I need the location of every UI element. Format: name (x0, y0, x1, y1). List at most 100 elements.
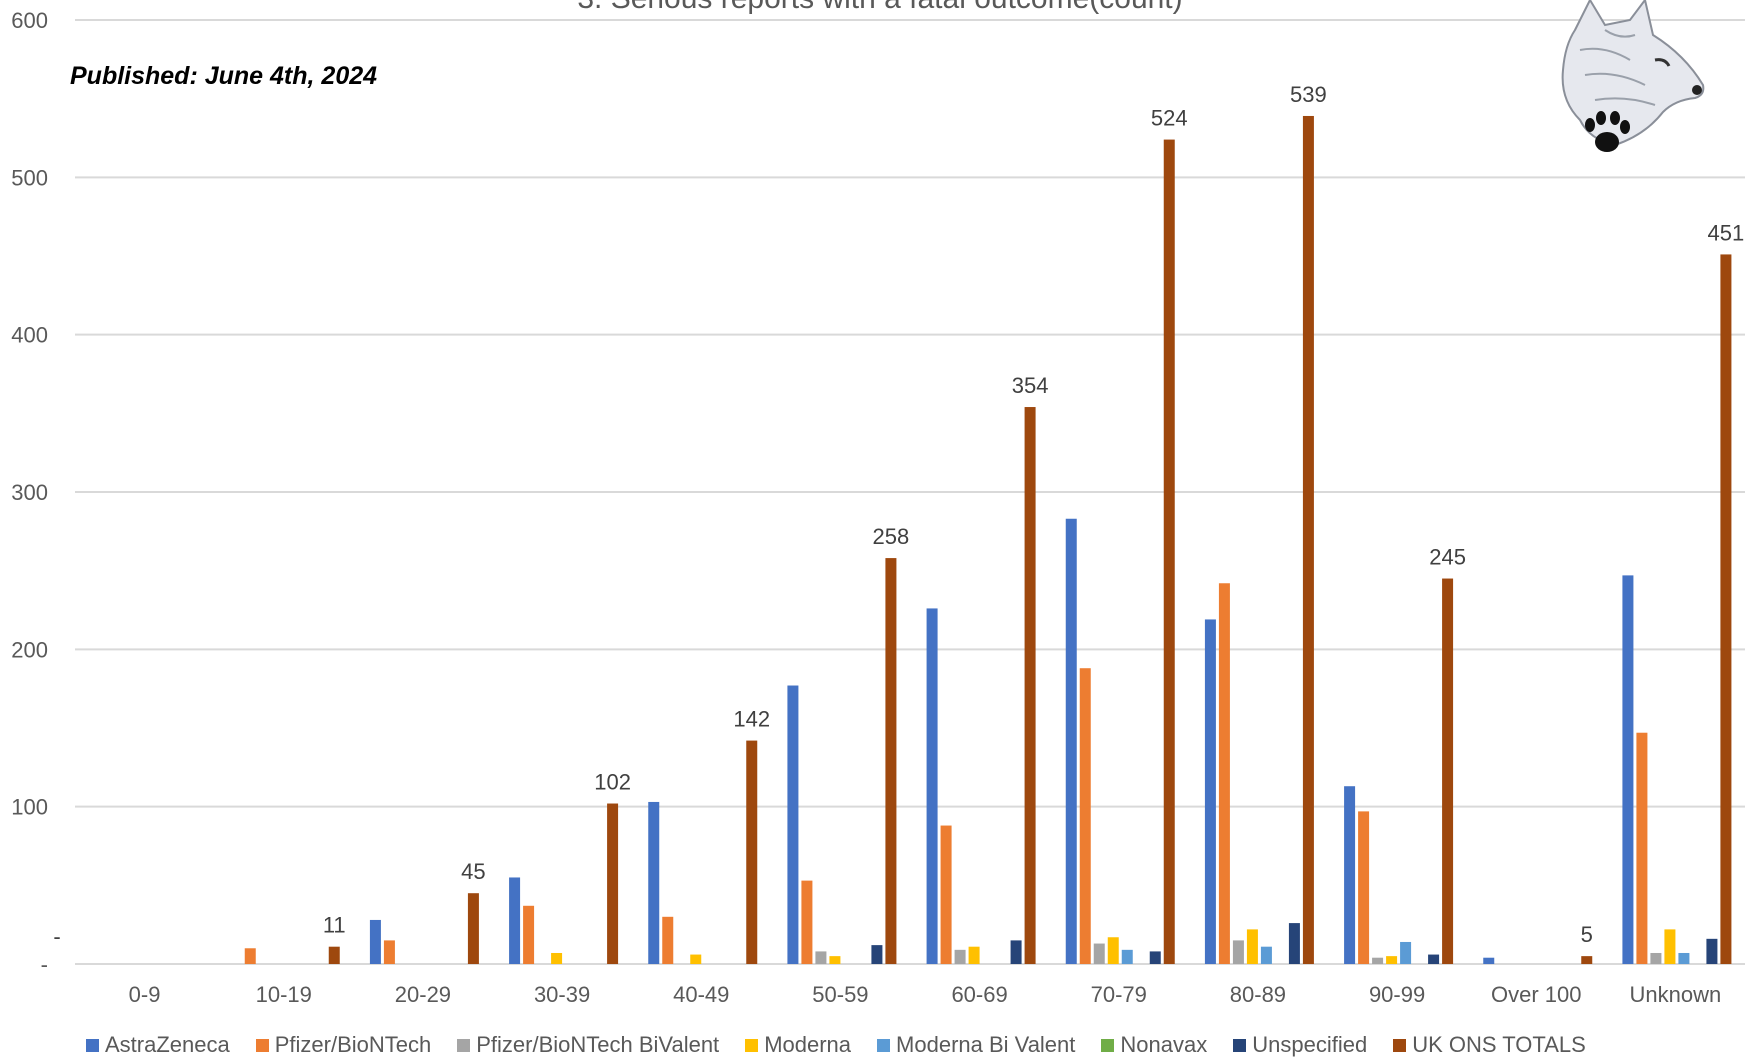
bar-unspecified-60-69 (1010, 940, 1022, 964)
bar-astrazeneca-70-79 (1065, 518, 1077, 964)
legend-label: Moderna (764, 1032, 852, 1057)
bar-uk-ons-totals-30-39 (607, 803, 619, 964)
legend-label: UK ONS TOTALS (1412, 1032, 1586, 1057)
bar-moderna-60-69 (968, 946, 980, 964)
x-tick-label: 0-9 (129, 982, 161, 1007)
y-axis-ticks: - 100 200 300 400 500 600 (11, 8, 48, 977)
bar-moderna-80-89 (1246, 929, 1258, 964)
x-tick-label: Over 100 (1491, 982, 1582, 1007)
data-label: 258 (873, 524, 910, 549)
bar-uk-ons-totals-20-29 (467, 893, 479, 964)
data-label: 142 (733, 707, 770, 732)
bar-pfizer-biontech-80-89 (1218, 583, 1230, 964)
bar-pfizer-biontech-bivalent-unknown (1650, 952, 1662, 964)
legend-item: Nonavax (1101, 1032, 1207, 1058)
legend-swatch (1101, 1038, 1115, 1052)
bar-uk-ons-totals-40-49 (746, 740, 758, 964)
bar-astrazeneca-20-29 (369, 919, 381, 964)
legend-swatch (1233, 1038, 1247, 1052)
legend-swatch (1393, 1038, 1407, 1052)
y-tick-label: 300 (11, 480, 48, 505)
y-tick-label: 100 (11, 795, 48, 820)
bar-pfizer-biontech-unknown (1636, 732, 1648, 964)
gridlines (75, 19, 1745, 965)
legend-label: AstraZeneca (105, 1032, 230, 1057)
legend-item: AstraZeneca (86, 1032, 230, 1058)
bar-unspecified-70-79 (1149, 951, 1161, 964)
bar-pfizer-biontech-40-49 (662, 916, 674, 964)
chart-title: 3. Serious reports with a fatal outcome(… (330, 0, 1430, 16)
x-tick-label: 80-89 (1230, 982, 1286, 1007)
bar-moderna-bi-valent-80-89 (1260, 946, 1272, 964)
bar-pfizer-biontech-70-79 (1079, 668, 1091, 964)
legend-swatch (877, 1038, 891, 1052)
bar-uk-ons-totals-90-99 (1442, 578, 1454, 964)
data-labels: - 11 45 102 142 258 354 524 539 245 5 451 (53, 82, 1744, 949)
data-label: 102 (594, 770, 631, 795)
bar-unspecified-unknown (1706, 938, 1718, 964)
bar-pfizer-biontech-10-19 (244, 948, 256, 964)
legend-label: Moderna Bi Valent (896, 1032, 1076, 1057)
y-tick-label: - (41, 952, 48, 977)
legend-label: Nonavax (1120, 1032, 1208, 1057)
x-axis-ticks: 0-9 10-19 20-29 30-39 40-49 50-59 60-69 70-79 80… (129, 982, 1722, 1007)
bar-uk-ons-totals-over-100 (1581, 956, 1593, 964)
legend-label: Pfizer/BioNTech BiValent (476, 1032, 720, 1057)
x-tick-label: 70-79 (1091, 982, 1147, 1007)
x-tick-label: 60-69 (951, 982, 1007, 1007)
bar-astrazeneca-30-39 (509, 877, 521, 964)
x-tick-label: 40-49 (673, 982, 729, 1007)
x-tick-label: 20-29 (395, 982, 451, 1007)
legend-item: Moderna Bi Valent (877, 1032, 1075, 1058)
legend-item: Pfizer/BioNTech (255, 1032, 431, 1058)
bar-pfizer-biontech-bivalent-80-89 (1232, 940, 1244, 964)
bar-moderna-bi-valent-90-99 (1400, 941, 1412, 964)
bar-astrazeneca-40-49 (648, 801, 660, 964)
bar-uk-ons-totals-80-89 (1302, 115, 1314, 965)
bar-unspecified-80-89 (1288, 923, 1300, 964)
bar-pfizer-biontech-bivalent-90-99 (1372, 957, 1384, 964)
bar-astrazeneca-50-59 (787, 685, 799, 964)
bar-moderna-90-99 (1386, 956, 1398, 964)
data-label: 354 (1012, 373, 1049, 398)
x-tick-label: 30-39 (534, 982, 590, 1007)
bar-unspecified-90-99 (1428, 954, 1440, 964)
bar-moderna-40-49 (690, 954, 702, 964)
bar-uk-ons-totals-unknown (1720, 254, 1732, 965)
x-tick-label: 10-19 (256, 982, 312, 1007)
bar-pfizer-biontech-50-59 (801, 880, 813, 964)
y-tick-label: 200 (11, 637, 48, 662)
data-label: 539 (1290, 82, 1327, 107)
legend-label: Unspecified (1252, 1032, 1368, 1057)
bar-unspecified-50-59 (871, 945, 883, 964)
bar-pfizer-biontech-bivalent-50-59 (815, 951, 827, 964)
bar-uk-ons-totals-70-79 (1163, 139, 1175, 964)
bar-astrazeneca-80-89 (1204, 619, 1216, 964)
bar-moderna-unknown (1664, 929, 1676, 964)
bar-pfizer-biontech-20-29 (383, 940, 395, 964)
bar-uk-ons-totals-60-69 (1024, 407, 1036, 964)
data-label: 5 (1581, 922, 1593, 947)
bar-astrazeneca-90-99 (1344, 786, 1356, 964)
bar-astrazeneca-60-69 (926, 608, 938, 964)
x-tick-label: 90-99 (1369, 982, 1425, 1007)
x-tick-label: Unknown (1630, 982, 1722, 1007)
wolf-head-paw-logo-icon (1561, 0, 1705, 152)
bar-astrazeneca-unknown (1622, 575, 1634, 964)
bar-uk-ons-totals-10-19 (328, 946, 340, 964)
bar-moderna-bi-valent-unknown (1678, 952, 1690, 964)
y-tick-label: 500 (11, 165, 48, 190)
data-label: 11 (323, 913, 346, 938)
legend-swatch (255, 1038, 269, 1052)
x-tick-label: 50-59 (812, 982, 868, 1007)
bar-moderna-30-39 (551, 952, 563, 964)
legend-item: Moderna (745, 1032, 851, 1058)
data-label: 45 (461, 859, 485, 884)
bar-pfizer-biontech-60-69 (940, 825, 952, 964)
bars (244, 115, 1732, 965)
y-tick-label: 600 (11, 8, 48, 33)
bar-astrazeneca-over-100 (1483, 957, 1495, 964)
bar-pfizer-biontech-90-99 (1358, 811, 1370, 964)
published-date: Published: June 4th, 2024 (70, 62, 378, 90)
